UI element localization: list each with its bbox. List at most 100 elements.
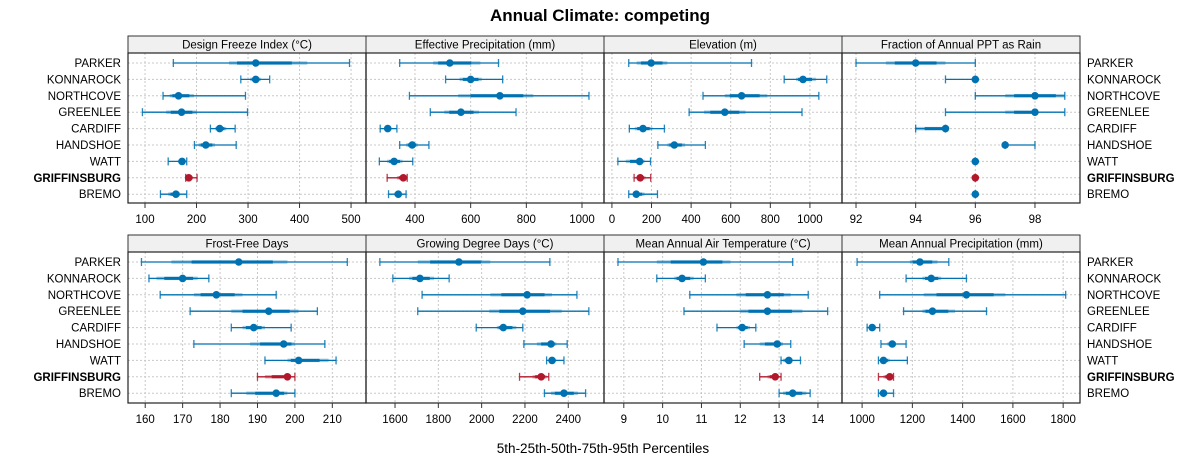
x-tick-label: 94 (909, 214, 922, 226)
x-tick-label: 800 (517, 214, 536, 226)
panel-title: Effective Precipitation (mm) (415, 40, 556, 52)
chart-title: Annual Climate: competing (490, 6, 710, 25)
panel: Mean Annual Precipitation (mm) 1000 1200 14… (841, 234, 1081, 426)
panels: PARKER PARKER KONNAROCK KONNAROCK NORTHCOVE N… (33, 35, 1175, 426)
data-row (230, 323, 292, 332)
site-label-left: BREMO (79, 388, 121, 400)
median-point (172, 190, 180, 198)
panel-title: Fraction of Annual PPT as Rain (881, 40, 1041, 52)
x-tick-label: 10 (656, 414, 669, 426)
data-row (915, 124, 950, 133)
median-point (416, 274, 424, 283)
x-tick-label: 9 (621, 414, 627, 426)
data-row (657, 141, 707, 149)
median-point (251, 75, 260, 84)
median-point (771, 373, 780, 381)
median-point (249, 323, 258, 332)
data-row (702, 91, 820, 100)
panel-border (841, 52, 1081, 204)
data-row (780, 356, 802, 365)
site-label-left: CARDIFF (71, 124, 121, 136)
data-row (759, 372, 782, 381)
median-point (737, 92, 746, 100)
x-tick-label: 1800 (426, 414, 452, 426)
site-label-right: CARDIFF (1087, 124, 1137, 136)
median-point (788, 389, 797, 398)
median-point (971, 190, 980, 198)
median-point (635, 157, 644, 166)
site-label-right: PARKER (1087, 58, 1133, 70)
data-row (974, 91, 1066, 100)
data-row (689, 290, 809, 299)
site-label-right: WATT (1087, 156, 1118, 168)
x-tick-label: 400 (682, 214, 701, 226)
median-point (537, 373, 545, 381)
data-row (971, 190, 980, 199)
median-point (560, 389, 568, 398)
median-point (455, 258, 463, 266)
median-point (279, 340, 288, 348)
data-row (523, 340, 568, 348)
median-point (457, 108, 465, 116)
data-row (716, 323, 757, 332)
site-label-left: PARKER (75, 58, 121, 70)
data-row (944, 75, 980, 84)
site-label-right: HANDSHOE (1087, 339, 1153, 351)
data-row (172, 59, 351, 67)
data-row (628, 59, 753, 67)
panel: Frost-Free Days 160 170 180 190 200 210 (127, 234, 367, 426)
x-tick-label: 500 (341, 214, 360, 226)
median-point (394, 190, 403, 198)
median-point (408, 141, 417, 149)
data-row (628, 190, 659, 199)
data-row (856, 258, 950, 266)
median-point (738, 323, 747, 332)
panel: Elevation (m) 0 200 400 600 800 1000 (603, 35, 843, 226)
data-row (902, 307, 988, 316)
data-row (855, 59, 976, 67)
median-point (383, 124, 392, 133)
median-point (1001, 141, 1009, 149)
panel: Growing Degree Days (°C) 1600 1800 2000 2200… (365, 234, 605, 426)
panel-title: Mean Annual Air Temperature (°C) (635, 239, 810, 251)
site-label-left: NORTHCOVE (48, 290, 122, 302)
data-row (408, 91, 590, 100)
site-label-left: GRIFFINSBURG (33, 372, 121, 384)
data-row (543, 389, 587, 398)
panel: Mean Annual Air Temperature (°C) 9 10 11 12 1… (603, 234, 843, 426)
median-point (785, 356, 793, 365)
panel-border (841, 251, 1081, 404)
data-row (880, 340, 907, 348)
data-row (628, 124, 666, 133)
x-tick-label: 200 (285, 414, 304, 426)
data-row (444, 75, 504, 84)
median-point (399, 174, 408, 182)
x-tick-label: 400 (405, 214, 424, 226)
x-tick-label: 0 (609, 214, 615, 226)
data-row (944, 108, 1066, 117)
data-row (256, 372, 296, 381)
site-label-left: HANDSHOE (56, 140, 122, 152)
site-label-right: KONNAROCK (1087, 74, 1161, 86)
median-point (178, 157, 186, 166)
data-row (240, 75, 271, 84)
site-label-left: WATT (90, 156, 121, 168)
median-point (636, 174, 645, 182)
median-point (632, 190, 641, 198)
median-point (971, 157, 980, 166)
median-point (523, 291, 531, 299)
median-point (264, 307, 273, 316)
median-point (547, 340, 555, 348)
data-row (743, 340, 792, 348)
x-tick-label: 13 (773, 414, 786, 426)
data-row (379, 124, 398, 133)
data-row (877, 389, 895, 398)
x-tick-label: 1000 (849, 414, 875, 426)
data-row (879, 290, 1067, 299)
data-row (688, 108, 803, 117)
data-row (193, 141, 237, 149)
median-point (928, 307, 937, 316)
median-point (879, 356, 888, 365)
panel-border (127, 52, 367, 204)
